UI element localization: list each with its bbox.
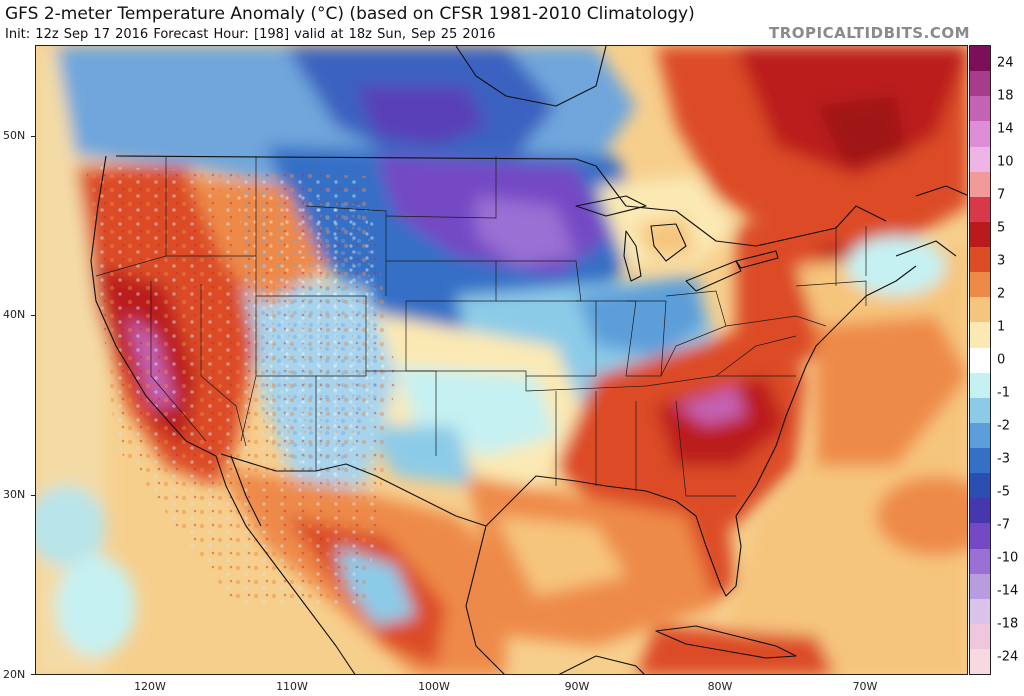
state-borders [95, 156, 867, 497]
colorbar [969, 45, 991, 675]
colorbar-segment [970, 322, 990, 348]
colorbar-segment [970, 221, 990, 247]
lat-tick [31, 674, 35, 675]
colorbar-label: -3 [997, 451, 1010, 467]
us-mexico-border [220, 453, 457, 517]
brand-watermark: TROPICALTIDBITS.COM [769, 24, 970, 42]
colorbar-segment [970, 523, 990, 549]
colorbar-label: 24 [997, 55, 1014, 71]
colorbar-segment [970, 146, 990, 172]
colorbar-label: 5 [997, 220, 1006, 236]
colorbar-segment [970, 347, 990, 373]
colorbar-segment [970, 598, 990, 624]
lon-label-110w: 110W [276, 680, 308, 693]
colorbar-segment [970, 171, 990, 197]
lat-label-30n: 30N [3, 488, 26, 501]
us-canada-border [115, 155, 887, 247]
colorbar-label: -24 [997, 649, 1019, 665]
colorbar-segment [970, 573, 990, 599]
colorbar-label: 10 [997, 154, 1014, 170]
anomaly-map [35, 45, 968, 675]
colorbar-label: 3 [997, 253, 1006, 269]
colorbar-segment [970, 548, 990, 574]
colorbar-label: 7 [997, 187, 1006, 203]
lon-label-70w: 70W [852, 680, 878, 693]
colorbar-segment [970, 623, 990, 649]
colorbar-segment [970, 96, 990, 122]
coastlines [90, 46, 967, 674]
chart-title: GFS 2-meter Temperature Anomaly (°C) (ba… [5, 4, 695, 24]
colorbar-label: -14 [997, 583, 1019, 599]
colorbar-segment [970, 71, 990, 97]
colorbar-label: -5 [997, 484, 1010, 500]
colorbar-label: -18 [997, 616, 1019, 632]
colorbar-label: -1 [997, 385, 1010, 401]
lat-tick [31, 495, 35, 496]
colorbar-segment [970, 397, 990, 423]
lat-label-20n: 20N [3, 668, 26, 681]
colorbar-label: 18 [997, 88, 1014, 104]
lon-label-90w: 90W [564, 680, 590, 693]
lat-tick [31, 315, 35, 316]
colorbar-label: 2 [997, 286, 1006, 302]
colorbar-segment [970, 272, 990, 298]
us-east-gulf-coast [455, 265, 917, 597]
colorbar-segment [970, 498, 990, 524]
us-west-coast [90, 155, 217, 457]
colorbar-label: -10 [997, 550, 1019, 566]
colorbar-segment [970, 649, 990, 675]
lat-label-40n: 40N [3, 308, 26, 321]
colorbar-label: 1 [997, 319, 1006, 335]
chart-subtitle: Init: 12z Sep 17 2016 Forecast Hour: [19… [5, 27, 496, 42]
colorbar-segment [970, 196, 990, 222]
colorbar-segment [970, 297, 990, 323]
colorbar-segment [970, 422, 990, 448]
lat-tick [31, 136, 35, 137]
colorbar-segment [970, 448, 990, 474]
colorbar-segment [970, 473, 990, 499]
lon-label-80w: 80W [707, 680, 733, 693]
colorbar-segment [970, 46, 990, 72]
colorbar-segment [970, 121, 990, 147]
colorbar-label: -7 [997, 517, 1010, 533]
colorbar-segment [970, 372, 990, 398]
colorbar-label: 14 [997, 121, 1014, 137]
lon-label-120w: 120W [134, 680, 166, 693]
lon-label-100w: 100W [418, 680, 450, 693]
colorbar-label: 0 [997, 352, 1006, 368]
colorbar-segment [970, 247, 990, 273]
colorbar-label: -2 [997, 418, 1010, 434]
lat-label-50n: 50N [3, 129, 26, 142]
